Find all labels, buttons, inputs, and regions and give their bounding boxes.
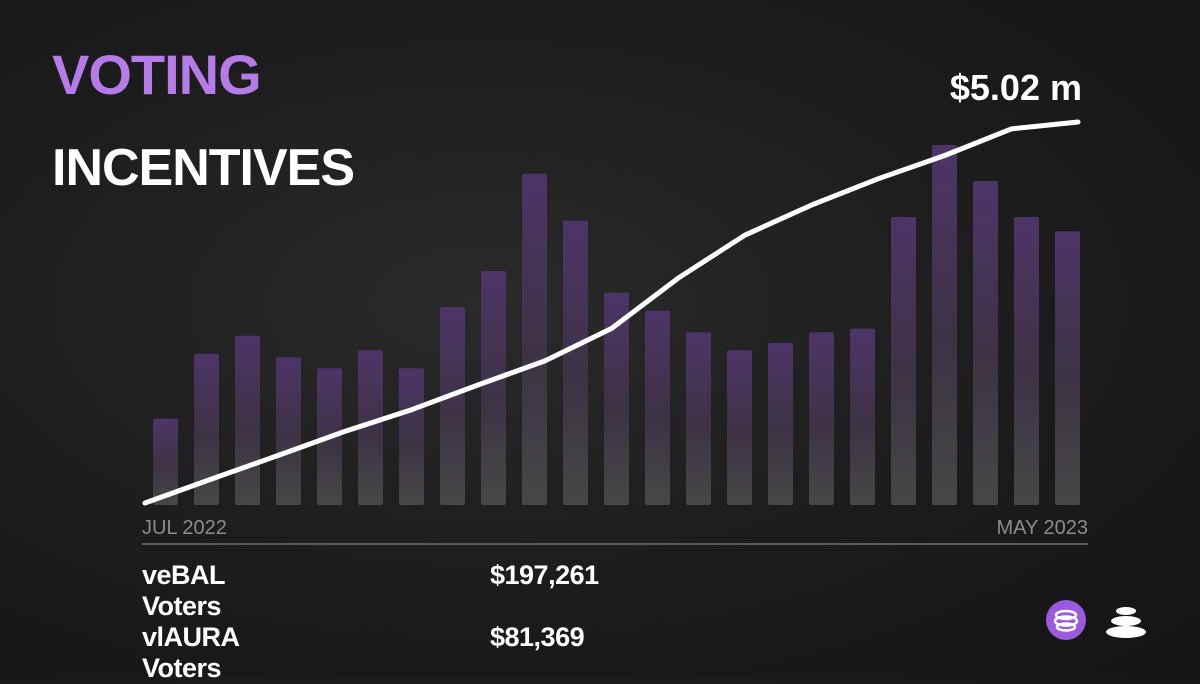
bar <box>194 353 219 505</box>
bar <box>727 350 752 505</box>
bar <box>973 181 998 505</box>
bar <box>276 357 301 505</box>
bar <box>768 343 793 505</box>
bar <box>235 335 260 505</box>
bar <box>563 220 588 505</box>
bar <box>686 332 711 505</box>
bar <box>604 292 629 505</box>
bars-group <box>153 145 1080 506</box>
cumulative-line <box>142 119 1081 506</box>
balancer-logo-icon <box>1104 600 1148 640</box>
bar <box>645 310 670 505</box>
stat-value: $197,261 <box>490 560 599 590</box>
bar <box>932 145 957 505</box>
bar <box>1014 217 1039 505</box>
bar <box>153 418 178 505</box>
x-axis-end-label: MAY 2023 <box>996 517 1088 539</box>
stat-value: $81,369 <box>490 622 585 652</box>
bar <box>850 328 875 505</box>
bar <box>891 217 916 505</box>
bar <box>522 173 547 506</box>
bar <box>358 350 383 505</box>
total-callout: $5.02 m <box>950 67 1082 108</box>
bar <box>481 271 506 505</box>
bar <box>809 332 834 505</box>
title-line-2: INCENTIVES <box>52 139 355 197</box>
bar <box>1055 231 1080 505</box>
stat-label: veBAL Voters <box>142 560 225 621</box>
x-axis-start-label: JUL 2022 <box>142 517 227 539</box>
bar <box>440 307 465 505</box>
bar <box>399 368 424 505</box>
title-line-1: VOTING <box>52 43 262 106</box>
aura-logo-icon <box>1046 600 1086 640</box>
